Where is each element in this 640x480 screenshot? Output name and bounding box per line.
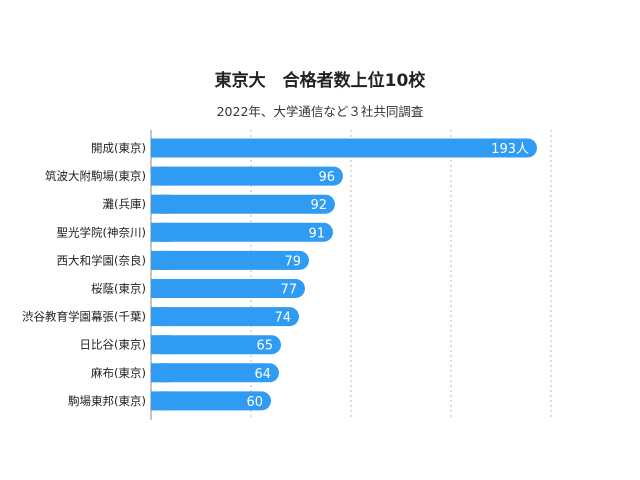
value-label: 60: [246, 395, 263, 410]
bar: [151, 194, 335, 214]
category-label: 桜蔭(東京): [91, 282, 146, 296]
bar-left-cap: [151, 335, 170, 355]
bar: [151, 335, 281, 355]
value-label: 193人: [491, 142, 529, 157]
category-label: 聖光学院(神奈川): [57, 225, 146, 239]
bar-left-cap: [151, 279, 170, 298]
category-label: 渋谷教育学園幕張(千葉): [22, 310, 146, 324]
bar: [151, 391, 271, 411]
category-label: 筑波大附駒場(東京): [45, 169, 146, 183]
value-label: 65: [256, 339, 273, 354]
value-label: 64: [254, 367, 271, 382]
value-label: 96: [318, 170, 335, 185]
value-label: 92: [310, 198, 327, 213]
bar-left-cap: [151, 194, 170, 214]
bar-left-cap: [151, 166, 170, 186]
bar: [151, 307, 299, 327]
bar: [151, 279, 305, 298]
bar-left-cap: [151, 138, 170, 158]
bar-left-cap: [151, 222, 170, 242]
bar: [151, 166, 343, 186]
chart-title: 東京大 合格者数上位10校: [214, 71, 426, 91]
category-label: 灘(兵庫): [103, 197, 146, 211]
value-label: 77: [280, 283, 297, 298]
chart-subtitle: 2022年、大学通信など３社共同調査: [216, 104, 424, 119]
value-label: 91: [308, 226, 325, 241]
bar-left-cap: [151, 363, 170, 383]
category-label: 日比谷(東京): [80, 338, 146, 352]
category-label: 麻布(東京): [91, 366, 146, 380]
bar: [151, 222, 333, 242]
bar-left-cap: [151, 391, 170, 411]
bar: [151, 363, 279, 383]
category-label: 開成(東京): [91, 141, 146, 155]
value-label: 79: [284, 254, 301, 269]
value-label: 74: [274, 311, 291, 326]
category-label: 西大和学園(奈良): [57, 253, 146, 267]
bar-left-cap: [151, 250, 170, 270]
bar: [151, 138, 537, 158]
category-label: 駒場東邦(東京): [68, 394, 146, 408]
bar-left-cap: [151, 307, 170, 327]
bar: [151, 250, 309, 270]
